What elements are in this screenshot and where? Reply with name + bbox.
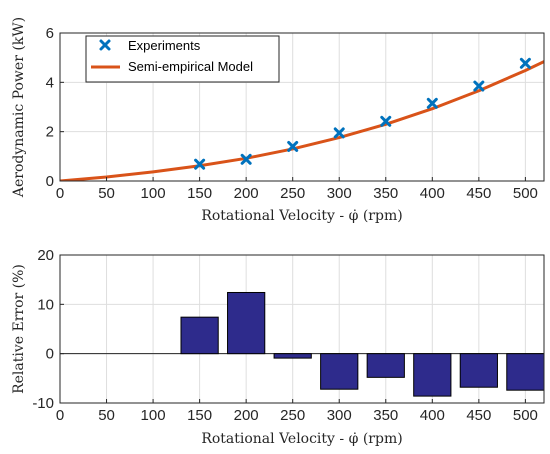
x-tick-label: 350 [373,185,398,202]
experiment-point [240,153,252,165]
y-tick-label: 10 [37,296,54,313]
x-tick-label: 200 [234,407,259,424]
x-tick-label: 500 [513,407,538,424]
error-bar [459,353,498,388]
x-tick-label: 100 [141,407,166,424]
power-x-axis-label: Rotational Velocity - φ̇ (rpm) [201,208,402,224]
error-bar [273,353,312,359]
power-chart-panel: 0 50 100 150 200 250 300 350 400 450 500 0 2 4 6 Rotat… [11,17,545,224]
experiments-series [194,57,531,170]
legend: Experiments Semi-empirical Model [85,35,280,83]
error-bar [227,291,266,355]
y-tick-label: 0 [46,346,54,363]
x-tick-label: 450 [466,407,491,424]
error-bar [180,316,219,355]
experiment-point [333,127,345,139]
power-y-axis-label: Aerodynamic Power (kW) [11,17,27,198]
x-tick-label: 350 [373,407,398,424]
error-y-axis-label: Relative Error (%) [11,264,27,394]
y-tick-label: 6 [46,25,54,42]
x-tick-label: 300 [327,185,352,202]
x-tick-label: 100 [141,185,166,202]
x-tick-label: 400 [420,407,445,424]
y-tick-label: 4 [46,74,54,91]
x-tick-label: 150 [187,407,212,424]
experiment-point [519,57,531,69]
y-tick-label: 2 [46,124,54,141]
error-bar [320,353,359,390]
x-tick-label: 250 [280,185,305,202]
x-tick-label: 150 [187,185,212,202]
experiment-point [287,140,299,152]
legend-model-label: Semi-empirical Model [128,59,253,74]
model-curve [60,60,544,181]
model-series [60,60,544,181]
y-tick-label: 20 [37,247,54,264]
error-bar [506,353,545,391]
experiment-point [380,115,392,127]
error-x-axis-label: Rotational Velocity - φ̇ (rpm) [201,431,402,447]
experiment-point [426,97,438,109]
x-tick-label: 50 [98,185,115,202]
y-tick-label: 0 [46,173,54,190]
x-tick-label: 300 [327,407,352,424]
y-tick-label: -10 [32,395,54,412]
x-tick-label: 0 [56,407,64,424]
experiment-point [194,158,206,170]
power-axes-box [59,32,545,182]
x-tick-label: 400 [420,185,445,202]
error-axes-box [59,254,545,404]
x-tick-label: 200 [234,185,259,202]
power-tick-labels: 0 50 100 150 200 250 300 350 400 450 500 0 2 4 6 [46,25,538,202]
error-bar [366,353,405,378]
error-bars [180,291,545,397]
legend-box [85,35,280,83]
x-tick-label: 500 [513,185,538,202]
error-bar [413,353,452,397]
experiment-point [473,80,485,92]
x-tick-label: 50 [98,407,115,424]
legend-experiments-marker [99,39,111,51]
legend-experiments-label: Experiments [128,38,201,53]
x-tick-label: 250 [280,407,305,424]
x-tick-label: 0 [56,185,64,202]
x-tick-label: 450 [466,185,491,202]
